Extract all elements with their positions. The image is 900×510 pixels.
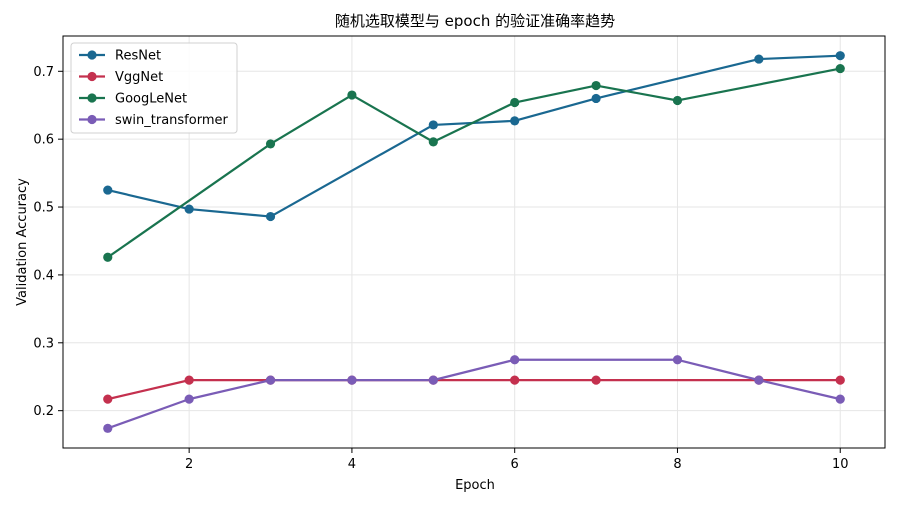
data-point-vggnet bbox=[510, 375, 520, 385]
legend-marker bbox=[87, 114, 97, 125]
y-tick-label: 0.4 bbox=[33, 268, 54, 283]
data-point-swin-transformer bbox=[754, 375, 764, 385]
legend-label: GoogLeNet bbox=[115, 92, 187, 107]
y-tick-label: 0.7 bbox=[33, 65, 54, 80]
legend-item: GoogLeNet bbox=[79, 92, 187, 107]
x-axis-label: Epoch bbox=[455, 478, 495, 493]
data-point-googlenet bbox=[347, 90, 357, 100]
series-points bbox=[103, 51, 845, 433]
x-tick-label: 10 bbox=[832, 457, 849, 472]
data-point-vggnet bbox=[835, 375, 845, 385]
y-tick-label: 0.2 bbox=[33, 404, 54, 419]
legend-item: VggNet bbox=[79, 70, 163, 85]
data-point-resnet bbox=[184, 204, 194, 214]
data-point-resnet bbox=[754, 54, 764, 64]
data-point-swin-transformer bbox=[835, 394, 845, 404]
y-tick-label: 0.5 bbox=[33, 201, 54, 216]
chart-title: 随机选取模型与 epoch 的验证准确率趋势 bbox=[335, 12, 615, 30]
legend-marker bbox=[87, 93, 97, 103]
legend: ResNet VggNet GoogLeNet swin_transformer bbox=[70, 42, 238, 134]
data-point-vggnet bbox=[103, 394, 113, 404]
data-point-googlenet bbox=[672, 95, 683, 106]
series-line-googlenet bbox=[107, 67, 841, 259]
legend-marker bbox=[87, 71, 97, 82]
legend-label: VggNet bbox=[115, 70, 163, 85]
data-point-googlenet bbox=[510, 97, 520, 108]
data-point-resnet bbox=[835, 51, 845, 61]
data-point-resnet bbox=[510, 116, 520, 126]
data-point-googlenet bbox=[265, 139, 276, 149]
y-axis-label: Validation Accuracy bbox=[15, 178, 30, 306]
data-point-googlenet bbox=[591, 80, 601, 91]
data-point-swin-transformer bbox=[103, 423, 113, 433]
legend-label: swin_transformer bbox=[115, 113, 228, 128]
data-point-swin-transformer bbox=[510, 355, 520, 365]
data-point-googlenet bbox=[428, 137, 438, 147]
data-point-swin-transformer bbox=[347, 375, 357, 385]
x-tick-label: 2 bbox=[185, 457, 193, 472]
legend-item: ResNet bbox=[79, 49, 161, 64]
data-point-resnet bbox=[428, 120, 438, 130]
data-point-vggnet bbox=[184, 375, 194, 385]
data-point-googlenet bbox=[103, 252, 113, 262]
plot-area-frame bbox=[62, 35, 886, 449]
legend-label: ResNet bbox=[115, 49, 161, 64]
data-point-swin-transformer bbox=[265, 375, 276, 385]
legend-marker bbox=[87, 50, 97, 60]
y-tick-label: 0.3 bbox=[33, 336, 54, 351]
data-point-vggnet bbox=[591, 375, 601, 385]
x-tick-label: 4 bbox=[348, 457, 356, 472]
data-point-swin-transformer bbox=[672, 355, 683, 365]
y-axis-ticks: 0.2 0.3 0.4 0.5 0.6 0.7 bbox=[33, 65, 63, 419]
x-axis-ticks: 2 4 6 8 10 bbox=[185, 448, 849, 472]
x-tick-label: 6 bbox=[511, 457, 519, 472]
data-point-swin-transformer bbox=[184, 394, 194, 404]
x-tick-label: 8 bbox=[673, 457, 681, 472]
data-point-resnet bbox=[103, 185, 113, 195]
legend-box bbox=[70, 42, 238, 134]
data-point-resnet bbox=[265, 211, 276, 222]
data-point-swin-transformer bbox=[428, 375, 438, 385]
legend-item: swin_transformer bbox=[79, 113, 228, 128]
data-point-googlenet bbox=[835, 63, 845, 74]
y-tick-label: 0.6 bbox=[33, 133, 54, 148]
data-point-resnet bbox=[591, 93, 601, 104]
